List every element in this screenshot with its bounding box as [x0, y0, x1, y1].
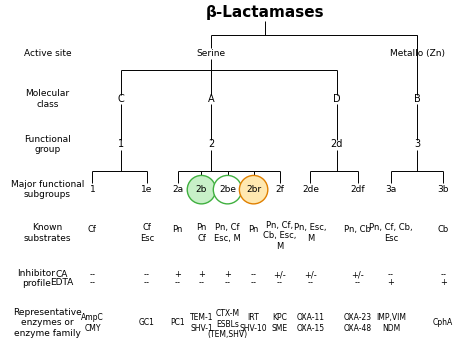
Text: Inhibitor
profile: Inhibitor profile — [18, 269, 55, 288]
Text: --: -- — [175, 278, 181, 287]
Text: A: A — [208, 94, 214, 104]
Text: Cf: Cf — [88, 225, 97, 234]
Text: Molecular
class: Molecular class — [25, 89, 70, 109]
Text: --: -- — [90, 270, 95, 279]
Text: +/-: +/- — [352, 270, 364, 279]
Text: AmpC
CMY: AmpC CMY — [81, 313, 104, 333]
Text: 3a: 3a — [385, 185, 397, 194]
Text: 2b: 2b — [196, 185, 207, 194]
Ellipse shape — [187, 175, 216, 204]
Text: Pn
Cf: Pn Cf — [196, 223, 207, 243]
Text: Serine: Serine — [196, 49, 226, 58]
Ellipse shape — [213, 175, 242, 204]
Text: Active site: Active site — [24, 49, 71, 58]
Text: Major functional
subgroups: Major functional subgroups — [11, 180, 84, 199]
Text: PC1: PC1 — [171, 318, 185, 327]
Text: OXA-11
OXA-15: OXA-11 OXA-15 — [296, 313, 325, 333]
Text: --: -- — [225, 278, 230, 287]
Text: 2br: 2br — [246, 185, 261, 194]
Text: 2de: 2de — [302, 185, 319, 194]
Text: 1: 1 — [118, 140, 124, 149]
Text: Metallo (Zn): Metallo (Zn) — [390, 49, 445, 58]
Text: +: + — [388, 278, 394, 287]
Text: EDTA: EDTA — [50, 278, 73, 287]
Text: 2d: 2d — [330, 140, 343, 149]
Text: 3: 3 — [414, 140, 420, 149]
Text: 1: 1 — [90, 185, 95, 194]
Text: 2f: 2f — [275, 185, 284, 194]
Text: 1e: 1e — [141, 185, 153, 194]
Text: IMP,VIM
NDM: IMP,VIM NDM — [376, 313, 406, 333]
Text: C: C — [118, 94, 124, 104]
Text: 2a: 2a — [172, 185, 183, 194]
Text: --: -- — [308, 278, 313, 287]
Text: --: -- — [90, 278, 95, 287]
Text: CA: CA — [55, 270, 68, 279]
Text: 3b: 3b — [438, 185, 449, 194]
Text: GC1: GC1 — [139, 318, 155, 327]
Text: +/-: +/- — [273, 270, 286, 279]
Text: OXA-23
OXA-48: OXA-23 OXA-48 — [344, 313, 372, 333]
Text: +: + — [198, 270, 205, 279]
Text: Known
substrates: Known substrates — [24, 223, 71, 243]
Text: TEM-1
SHV-1: TEM-1 SHV-1 — [190, 313, 213, 333]
Text: CphA: CphA — [433, 318, 453, 327]
Text: --: -- — [251, 278, 256, 287]
Text: Cb: Cb — [438, 225, 449, 234]
Text: 2df: 2df — [351, 185, 365, 194]
Text: +: + — [224, 270, 231, 279]
Text: 2be: 2be — [219, 185, 236, 194]
Text: Cf
Esc: Cf Esc — [140, 223, 154, 243]
Text: Pn, Cf, Cb,
Esc: Pn, Cf, Cb, Esc — [369, 223, 413, 243]
Text: +/-: +/- — [304, 270, 317, 279]
Text: β-Lactamases: β-Lactamases — [206, 5, 325, 20]
Ellipse shape — [239, 175, 268, 204]
Text: Functional
group: Functional group — [24, 135, 71, 154]
Text: --: -- — [199, 278, 204, 287]
Text: CTX-M
ESBLs
(TEM,SHV): CTX-M ESBLs (TEM,SHV) — [208, 309, 247, 339]
Text: --: -- — [144, 278, 150, 287]
Text: IRT
SHV-10: IRT SHV-10 — [240, 313, 267, 333]
Text: --: -- — [440, 270, 446, 279]
Text: D: D — [333, 94, 340, 104]
Text: Representative
enzymes or
enzyme family: Representative enzymes or enzyme family — [13, 308, 82, 338]
Text: KPC
SME: KPC SME — [272, 313, 288, 333]
Text: Pn, Cf,
Cb, Esc,
M: Pn, Cf, Cb, Esc, M — [263, 221, 296, 251]
Text: --: -- — [144, 270, 150, 279]
Text: 2: 2 — [208, 140, 214, 149]
Text: --: -- — [277, 278, 283, 287]
Text: --: -- — [355, 278, 361, 287]
Text: Pn, Esc,
M: Pn, Esc, M — [294, 223, 327, 243]
Text: Pn, Cb: Pn, Cb — [345, 225, 371, 234]
Text: --: -- — [388, 270, 394, 279]
Text: Pn: Pn — [173, 225, 183, 234]
Text: B: B — [414, 94, 420, 104]
Text: +: + — [174, 270, 181, 279]
Text: --: -- — [251, 270, 256, 279]
Text: Pn, Cf
Esc, M: Pn, Cf Esc, M — [214, 223, 241, 243]
Text: +: + — [440, 278, 447, 287]
Text: Pn: Pn — [248, 225, 259, 234]
